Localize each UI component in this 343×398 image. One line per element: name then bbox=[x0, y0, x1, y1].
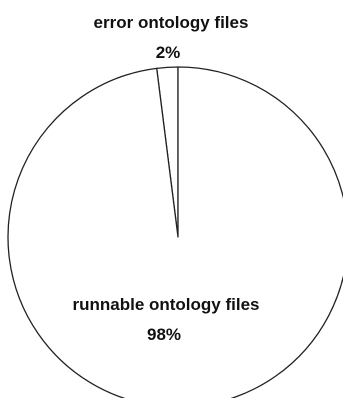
slice-label-runnable-value: 98% bbox=[147, 325, 181, 344]
pie-slice-runnable-ontology-files bbox=[7, 66, 343, 398]
slice-label-runnable-name: runnable ontology files bbox=[72, 295, 259, 314]
slice-label-error-name: error ontology files bbox=[94, 13, 249, 32]
pie-slices bbox=[7, 66, 343, 398]
slice-label-error-value: 2% bbox=[156, 43, 181, 62]
pie-labels: error ontology files 2% runnable ontolog… bbox=[72, 13, 259, 344]
